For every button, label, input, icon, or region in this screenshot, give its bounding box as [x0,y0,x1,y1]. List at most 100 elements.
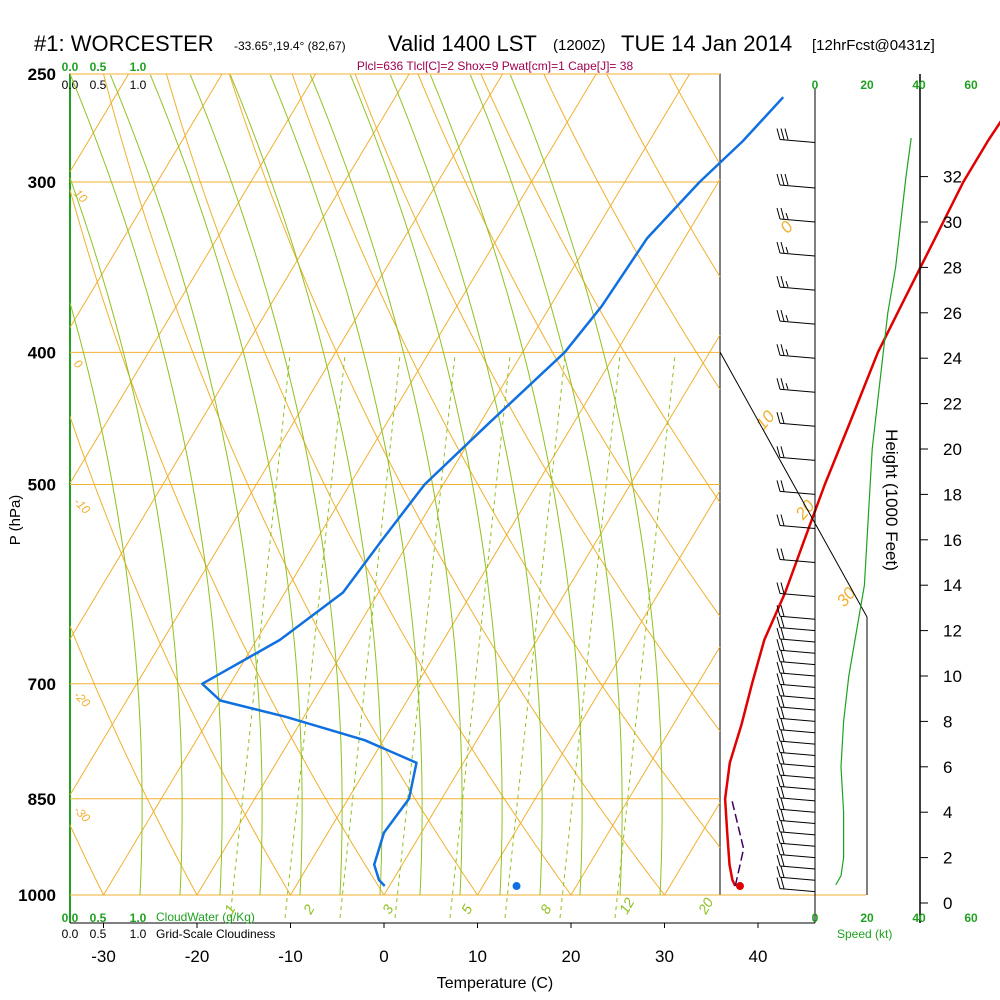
wind-barb-flag [780,661,785,674]
wind-barb-flag [780,764,785,776]
wind-barb-staff [779,683,816,688]
dry-adiabat-line [669,73,721,165]
wind-barb-flag [776,605,781,617]
wind-barb [776,378,816,393]
wind-barb [776,820,816,836]
speed-scale-label: 0 [812,78,819,92]
mixing-ratio-label: 8 [537,902,555,917]
wind-barb [776,798,816,813]
wind-barb-flag [780,480,785,492]
wind-barb-staff [779,559,816,563]
wind-barb-staff [779,286,816,291]
height-tick-label: 2 [943,849,952,868]
cloudiness-scale-label: 0.0 [62,78,79,92]
wind-barb [776,729,816,745]
wind-barb-flag [776,866,781,878]
dry-adiabat-line [417,73,721,617]
wind-barb [776,128,816,144]
wind-barb [776,832,816,847]
wind-barb [776,310,816,325]
wind-barb-flag [785,246,789,254]
chart-title-date: TUE 14 Jan 2014 [621,31,792,56]
indices-text: Plcl=636 Tlcl[C]=2 Shox=9 Pwat[cm]=1 Cap… [357,59,634,73]
wind-barb [776,741,816,756]
wind-barb [776,446,816,461]
wind-barb-staff [779,252,816,257]
height-tick-label: 20 [943,440,962,459]
mixing-ratio-label: 12 [616,895,638,917]
mixing-ratio-line [394,354,456,919]
wind-barb-staff [779,751,816,756]
moist-adiabat-line [149,74,303,896]
wind-barb [776,661,816,677]
x-axis-label: Temperature (C) [437,975,553,992]
wind-barb-flag [780,639,785,651]
mixing-ratio-line [614,354,676,919]
wind-barb-flag [776,275,781,288]
speed-scale-label: Speed (kt) [837,927,892,941]
wind-barb-staff [779,831,816,836]
wind-barb-flag [780,809,785,821]
wind-barb-flag [780,378,785,390]
speed-scale-label: 40 [912,911,926,925]
wind-barb-flag [780,775,785,787]
cloud-water-scale-label: 0.0 [62,60,79,74]
height-tick-label: 32 [943,168,962,187]
wind-barb-staff [779,888,816,893]
wind-barb-staff [779,661,816,666]
pressure-tick-label: 500 [28,476,56,495]
wind-barb [776,582,816,598]
dry-adiabat-line [69,824,104,896]
mixing-ratio-line [284,354,346,919]
moist-adiabat-line [269,74,423,896]
wind-barb [776,854,816,870]
parcel-path [730,798,745,887]
wind-barb-flag [780,128,785,140]
height-tick-label: 8 [943,712,952,731]
wind-barb-flag [785,314,789,322]
wind-barb-flag [776,820,781,833]
height-tick-label: 24 [943,349,962,368]
wind-barb-flag [780,707,785,719]
cloudiness-scale-label: 0.0 [62,927,79,941]
wind-barb-flag [780,752,785,764]
chart-title-coords: -33.65°,19.4° (82,67) [234,39,346,53]
wind-barb-flag [780,241,785,254]
wind-barb-flag [785,212,789,220]
wind-barb-flag [780,548,785,560]
chart-title-zulu: (1200Z) [553,37,606,54]
wind-barb-staff [779,456,816,461]
mixing-ratio-line [504,354,566,919]
wind-barb-flag [776,514,781,526]
moist-adiabat-line [429,74,583,896]
wind-barb [776,866,816,881]
wind-barb [776,344,816,359]
mixing-ratio-line [449,354,511,919]
wind-barb-flag [776,207,781,220]
wind-barb-flag [776,310,781,322]
wind-barb [776,684,816,700]
height-tick-label: 6 [943,758,952,777]
wind-barb-flag [780,786,785,798]
dry-adiabat-line [291,73,721,848]
isotherm-line [69,73,130,172]
wind-barb-staff [779,615,816,620]
cloud-water-scale-label: 1.0 [130,911,147,925]
wind-barb [776,275,816,291]
wind-barb [776,877,816,893]
wind-barb [776,786,816,802]
moist-adiabat-line [469,74,623,896]
wind-barb [776,752,816,768]
wind-barb [776,695,816,711]
dry-adiabat-line [228,73,665,896]
wind-barb-flag [780,854,785,867]
wind-barb-flag [776,843,781,855]
pressure-tick-label: 250 [28,65,56,84]
wind-barb-staff [779,797,816,802]
mixing-ratio-label: 20 [694,895,716,918]
wind-barb-staff [779,627,816,632]
mixing-ratio-label: 2 [299,902,317,918]
cloudiness-label: Grid-Scale Cloudiness [156,927,275,941]
wind-barb [776,480,816,495]
wind-barb-staff [779,638,816,643]
